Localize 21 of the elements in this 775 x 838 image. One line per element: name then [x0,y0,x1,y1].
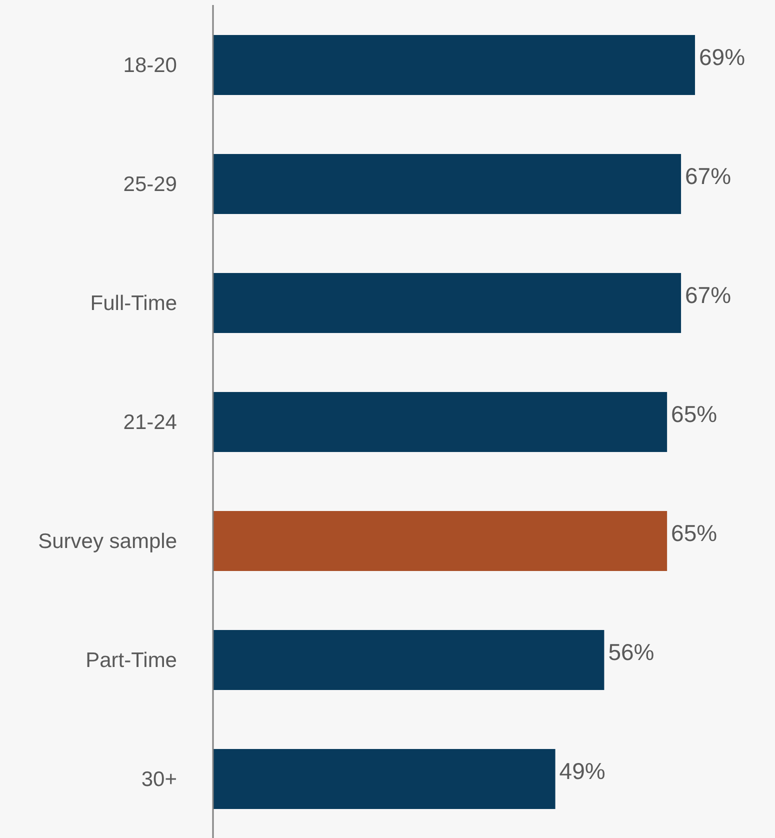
data-label: 56% [608,639,654,665]
bar [213,392,668,452]
y-tick-label: Part-Time [86,648,177,672]
data-label: 67% [685,282,732,308]
data-label: 69% [699,44,746,70]
y-tick-label: Survey sample [38,530,177,553]
data-label: 67% [685,163,732,189]
bar [213,35,695,95]
data-label: 65% [671,520,718,546]
y-tick-label: Full-Time [90,292,177,315]
bar [213,749,556,809]
bar [213,154,682,214]
bar [213,273,682,333]
bar [213,630,604,690]
y-tick-label: 18-20 [123,54,177,77]
y-tick-label: 30+ [141,768,177,791]
data-label: 65% [671,401,718,427]
data-label: 49% [559,758,606,784]
bar [213,511,668,571]
y-tick-label: 25-29 [123,172,177,196]
y-tick-label: 21-24 [123,410,178,434]
